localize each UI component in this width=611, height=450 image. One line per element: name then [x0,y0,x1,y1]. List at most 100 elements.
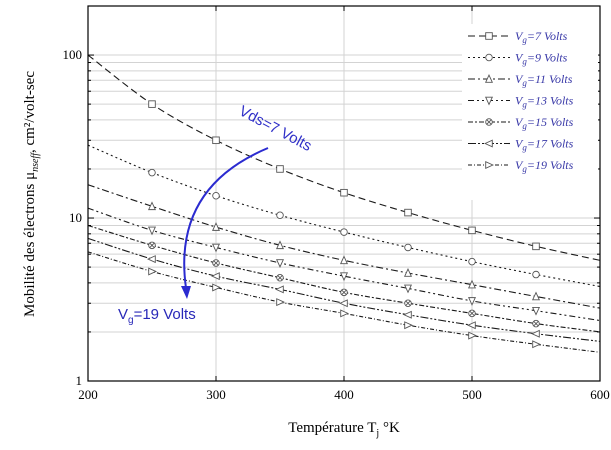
data-point [212,136,220,145]
y-tick-label: 100 [63,47,83,62]
x-axis-title-sub: j [375,428,379,439]
x-axis-title-unit: °K [379,420,400,436]
legend-label-sub: g [522,78,527,88]
y-axis-title: Mobilité des électrons μnseff, cm²/volt-… [22,71,41,317]
annotation-vg19: Vg=19 Volts [118,306,196,326]
legend-label-sub: g [522,164,527,174]
data-point [467,279,477,289]
data-point [211,222,221,231]
data-point [275,259,285,268]
annotation-arrowhead [181,286,191,299]
data-point [467,297,477,306]
data-point [147,201,157,211]
data-point [404,321,413,330]
data-point [339,272,349,282]
legend-label: Vg=19 Volts [515,158,574,174]
data-point [276,298,285,307]
x-tick-label: 500 [462,387,482,402]
legend-background [462,24,598,200]
y-axis-title-sub: nseff [30,152,41,172]
data-point [276,165,284,173]
legend-label-sub: g [522,57,527,67]
legend-label-rest: =15 Volts [527,115,574,129]
legend-marker [484,139,493,148]
legend-label-rest: =13 Volts [527,94,574,108]
data-point [148,241,156,250]
data-point [532,340,541,349]
legend-label-rest: =11 Volts [527,72,573,86]
legend-marker [485,118,493,126]
data-point [468,257,476,266]
legend-label-sub: g [522,35,527,45]
data-point [148,267,157,276]
legend-label: Vg=11 Volts [515,72,573,88]
data-point [403,310,412,319]
data-point [531,291,541,301]
data-point [468,331,477,340]
data-point [275,240,285,250]
y-axis-title-unit: , cm²/volt-sec [22,71,38,153]
data-point [340,228,348,236]
y-tick-label: 10 [69,210,82,225]
data-point [532,242,540,251]
legend-label: Vg=9 Volts [515,51,568,67]
legend-label-sub: g [522,100,527,110]
data-point [339,255,349,265]
data-point [404,208,412,217]
legend-label-rest: =19 Volts [527,158,574,172]
legend-marker [485,53,493,62]
legend-label-main: V [515,94,524,108]
data-point [403,268,413,277]
annotation-arrow [183,147,269,289]
data-point [468,309,476,318]
legend-label: Vg=13 Volts [515,94,574,110]
data-point [339,299,348,308]
legend-label-main: V [515,137,524,151]
legend-label: Vg=15 Volts [515,115,574,131]
legend-label-rest: =9 Volts [527,51,568,65]
x-tick-label: 400 [334,387,354,402]
data-point [212,283,221,292]
annotation-vg19-rest: =19 Volts [134,306,196,323]
x-axis-title: Température Tj °K [288,420,400,439]
data-point [147,255,156,264]
legend-label-main: V [515,29,524,43]
data-point [531,306,541,316]
legend-label-rest: =7 Volts [527,29,568,43]
data-point [404,243,412,252]
legend-label: Vg=7 Volts [515,29,568,45]
x-tick-label: 600 [590,387,610,402]
x-tick-label: 300 [206,387,226,402]
data-point [403,284,413,294]
legend-label-main: V [515,158,524,172]
legend-label-sub: g [522,143,527,153]
data-point [340,188,348,197]
legend-label-main: V [515,72,524,86]
data-point [468,226,476,235]
data-point [211,272,220,281]
data-point [467,321,476,330]
legend-marker [485,32,493,40]
data-point [148,168,156,177]
data-point [340,309,349,318]
series-line [87,207,601,322]
data-point [532,270,540,279]
series-group [87,54,601,353]
legend-label: Vg=17 Volts [515,137,574,153]
legend-marker [485,160,494,170]
legend-marker [484,74,494,83]
data-point [404,299,412,307]
data-point [212,259,220,267]
data-point [148,100,156,108]
axis-ticks: 200 300 400 500 600 1 10 100 [63,5,610,402]
data-point [147,226,157,236]
annotation-vg19-main: V [118,306,128,323]
data-point [340,288,348,297]
x-axis-title-main: Température T [288,420,376,436]
y-axis-title-main: Mobilité des électrons μ [22,172,38,317]
data-point [531,329,540,338]
data-point [275,285,284,294]
data-point [276,274,284,282]
